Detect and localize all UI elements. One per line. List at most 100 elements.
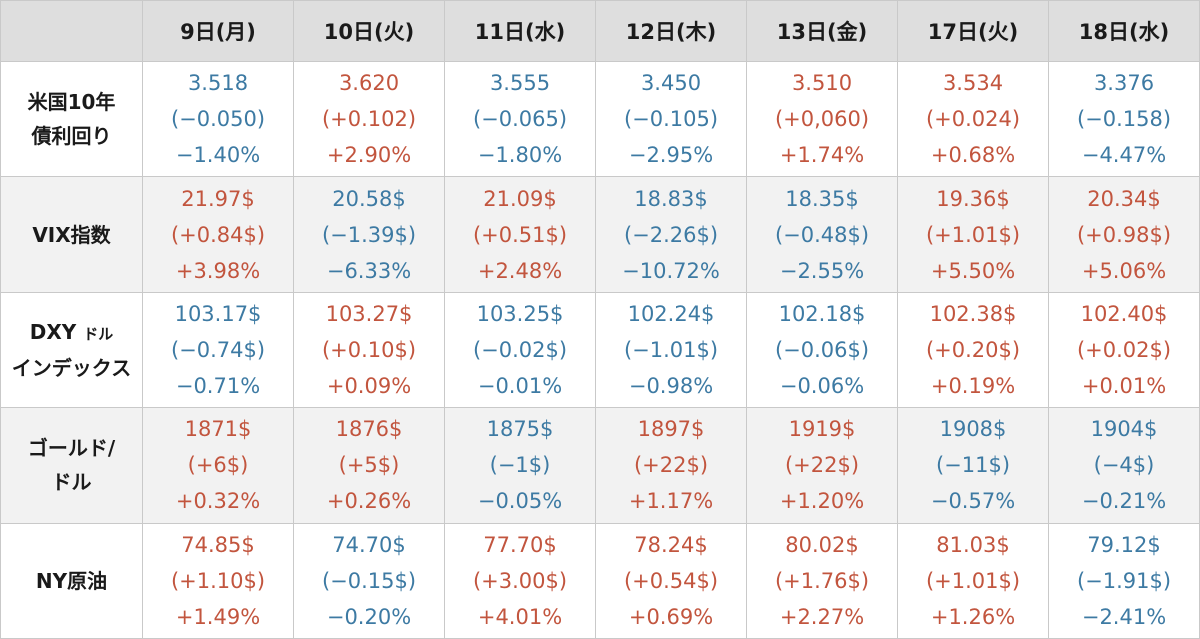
cell-change: (−1.39$) [321,222,417,247]
row-label-text: VIX指数 [32,222,111,247]
cell-change: (+1.01$) [925,568,1021,593]
data-cell: 1897$ (+22$) +1.17% [595,407,747,524]
data-cell: 20.34$ (+0.98$) +5.06% [1048,176,1200,293]
cell-percent: −2.41% [1081,604,1167,629]
cell-percent: +1.49% [175,604,261,629]
cell-percent: +2.90% [326,143,412,168]
cell-percent: −0.05% [477,489,563,514]
cell-value: 103.25$ [476,301,564,326]
cell-value: 21.97$ [181,186,255,211]
data-cell: 1875$ (−1$) −0.05% [444,407,596,524]
row-label-text: ゴールド/ [27,436,116,461]
data-cell: 19.36$ (+1.01$) +5.50% [897,176,1049,293]
row-label-text: 債利回り [31,124,112,149]
data-cell: 79.12$ (−1.91$) −2.41% [1048,522,1200,639]
cell-change: (+0.024) [925,107,1021,132]
data-cell: 102.24$ (−1.01$) −0.98% [595,291,747,409]
cell-value: 1919$ [788,417,856,442]
data-cell: 3.376 (−0.158) −4.47% [1048,60,1200,178]
cell-value: 74.85$ [181,532,255,557]
cell-percent: +1.20% [779,489,865,514]
row-label: DXY ドルインデックス [0,291,143,409]
cell-percent: −2.95% [628,143,714,168]
data-cell: 3.450 (−0.105) −2.95% [595,60,747,178]
cell-change: (−0.74$) [170,337,266,362]
cell-percent: +0.19% [930,373,1016,398]
cell-percent: +5.50% [930,258,1016,283]
header-date: 11日(水) [444,0,596,62]
row-label-text: ドル [51,470,92,495]
cell-percent: −0.71% [175,373,261,398]
row-label-suffix: ドル [83,324,114,343]
cell-value: 3.518 [187,71,249,96]
cell-value: 81.03$ [936,532,1010,557]
cell-percent: +2.48% [477,258,563,283]
cell-change: (−1.91$) [1076,568,1172,593]
cell-change: (−0.065) [472,107,568,132]
header-date: 12日(木) [595,0,747,62]
cell-percent: +3.98% [175,258,261,283]
cell-change: (+0.20$) [925,337,1021,362]
cell-value: 3.450 [640,71,702,96]
data-cell: 74.70$ (−0.15$) −0.20% [293,522,445,639]
data-cell: 80.02$ (+1.76$) +2.27% [746,522,898,639]
cell-value: 103.17$ [174,301,262,326]
cell-value: 1904$ [1090,417,1158,442]
cell-change: (+5$) [338,453,400,478]
cell-value: 78.24$ [634,532,708,557]
cell-change: (+1.10$) [170,568,266,593]
cell-value: 1897$ [637,417,705,442]
cell-percent: −0.57% [930,489,1016,514]
cell-percent: −10.72% [622,258,720,283]
cell-change: (−0.105) [623,107,719,132]
cell-value: 1876$ [335,417,403,442]
cell-value: 79.12$ [1087,532,1161,557]
data-cell: 21.97$ (+0.84$) +3.98% [142,176,294,293]
cell-value: 102.40$ [1080,301,1168,326]
row-label-line: VIX指数 [1,218,142,252]
cell-change: (+0.98$) [1076,222,1172,247]
data-cell: 1919$ (+22$) +1.20% [746,407,898,524]
cell-value: 80.02$ [785,532,859,557]
data-cell: 78.24$ (+0.54$) +0.69% [595,522,747,639]
header-date: 13日(金) [746,0,898,62]
cell-value: 103.27$ [325,301,413,326]
header-date: 17日(火) [897,0,1049,62]
cell-change: (+0.84$) [170,222,266,247]
cell-value: 20.58$ [332,186,406,211]
row-label-text: NY原油 [35,568,108,593]
cell-change: (−0.48$) [774,222,870,247]
cell-change: (+22$) [633,453,709,478]
row-label-line: DXY ドル [1,315,142,351]
row-label: VIX指数 [0,176,143,293]
cell-percent: −6.33% [326,258,412,283]
data-cell: 3.620 (+0.102) +2.90% [293,60,445,178]
table-row: VIX指数 21.97$ (+0.84$) +3.98% 20.58$ (−1.39$) −… [0,176,1200,293]
row-label-text: インデックス [11,355,132,380]
row-label-line: NY原油 [1,564,142,598]
cell-value: 3.620 [338,71,400,96]
header-corner [0,0,143,62]
data-cell: 3.510 (+0,060) +1.74% [746,60,898,178]
row-label: 米国10年債利回り [0,60,143,178]
cell-change: (−0.02$) [472,337,568,362]
row-label-line: インデックス [1,351,142,385]
cell-percent: +1.74% [779,143,865,168]
data-cell: 1904$ (−4$) −0.21% [1048,407,1200,524]
cell-value: 19.36$ [936,186,1010,211]
data-cell: 102.38$ (+0.20$) +0.19% [897,291,1049,409]
row-label-line: ドル [1,465,142,499]
row-label-line: 米国10年 [1,85,142,119]
cell-value: 74.70$ [332,532,406,557]
data-cell: 103.17$ (−0.74$) −0.71% [142,291,294,409]
cell-percent: −1.40% [175,143,261,168]
cell-change: (+0,060) [774,107,870,132]
cell-percent: +0.09% [326,373,412,398]
cell-change: (+0.54$) [623,568,719,593]
data-cell: 103.25$ (−0.02$) −0.01% [444,291,596,409]
cell-change: (−1$) [489,453,551,478]
cell-change: (+0.102) [321,107,417,132]
cell-value: 3.510 [791,71,853,96]
cell-percent: +0.01% [1081,373,1167,398]
cell-percent: −1.80% [477,143,563,168]
